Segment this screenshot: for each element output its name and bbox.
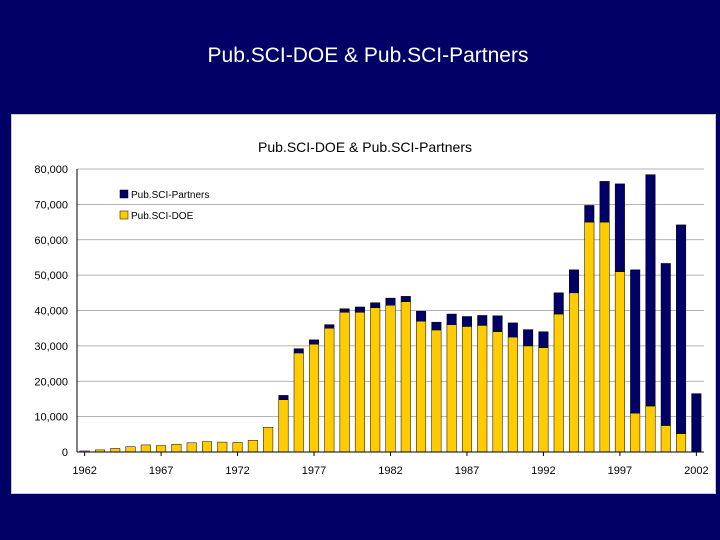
y-tick-label: 50,000 [34,270,68,282]
bar-pub-sci-partners-1984 [416,310,427,322]
bar-pub-sci-doe-1978 [324,327,335,453]
bar-pub-sci-doe-2000 [660,425,671,453]
y-tick-label: 70,000 [34,199,68,211]
x-tick-label: 1992 [531,465,555,477]
bar-pub-sci-partners-1987 [461,316,472,327]
y-tick-label: 20,000 [34,376,68,388]
slide-title: Pub.SCI-DOE & Pub.SCI-Partners [207,44,529,67]
bar-pub-sci-doe-1993 [553,313,564,453]
bar-pub-sci-partners-1996 [599,181,610,223]
bar-pub-sci-doe-1999 [645,405,656,453]
bar-pub-sci-partners-1993 [553,292,564,315]
bar-pub-sci-doe-1971 [217,441,228,453]
bar-pub-sci-doe-1967 [156,445,167,453]
bar-pub-sci-doe-1985 [431,329,442,453]
y-tick-label: 60,000 [34,235,68,247]
bar-pub-sci-doe-2001 [676,433,687,453]
chart-bars [79,174,702,453]
bar-pub-sci-doe-1973 [247,440,258,453]
bar-pub-sci-partners-1998 [630,269,641,414]
legend-swatch-pub-sci-partners [119,189,129,199]
bar-pub-sci-partners-2002 [691,393,702,453]
bar-pub-sci-doe-1989 [492,331,503,453]
chart-legend: Pub.SCI-Partners Pub.SCI-DOE [119,189,209,222]
legend-swatch-pub-sci-doe [119,210,129,220]
y-tick-label: 0 [62,447,68,459]
bar-pub-sci-doe-1979 [339,312,350,453]
stacked-bar-chart: Pub.SCI-DOE & Pub.SCI-Partners 0 10,000 20… [34,139,708,477]
bar-pub-sci-doe-1982 [385,304,396,453]
bar-pub-sci-doe-1996 [599,221,610,453]
bar-pub-sci-partners-1997 [614,183,625,272]
bar-pub-sci-partners-1982 [385,297,396,306]
bar-pub-sci-doe-1964 [110,448,121,453]
y-tick-label: 80,000 [34,164,68,176]
bar-pub-sci-doe-1975 [278,399,289,453]
y-tick-label: 10,000 [34,412,68,424]
legend-label-pub-sci-partners: Pub.SCI-Partners [131,190,209,201]
bar-pub-sci-doe-1972 [232,442,243,453]
bar-pub-sci-doe-1995 [584,221,595,453]
bar-pub-sci-doe-1986 [446,324,457,453]
bar-pub-sci-partners-1985 [431,321,442,331]
bar-pub-sci-doe-1994 [569,292,580,453]
bar-pub-sci-partners-1983 [400,296,411,302]
bar-pub-sci-partners-1976 [293,348,304,354]
x-tick-label: 1987 [455,465,479,477]
bar-pub-sci-doe-1974 [263,426,274,453]
bar-pub-sci-partners-1978 [324,324,335,329]
bar-pub-sci-partners-1975 [278,395,289,400]
bar-pub-sci-doe-1992 [538,347,549,453]
y-tick-label: 40,000 [34,306,68,318]
bar-pub-sci-partners-1977 [309,339,320,345]
bar-pub-sci-partners-1988 [477,315,488,326]
x-tick-label: 1982 [378,465,402,477]
bar-pub-sci-partners-1999 [645,174,656,407]
bar-pub-sci-partners-1989 [492,315,503,332]
bar-pub-sci-doe-1997 [614,271,625,453]
bar-pub-sci-doe-1977 [309,343,320,453]
bar-pub-sci-doe-1984 [416,320,427,453]
bar-pub-sci-partners-1981 [370,302,381,308]
y-tick-label: 30,000 [34,341,68,353]
x-tick-label: 1997 [608,465,632,477]
x-tick-label: 2002 [684,465,708,477]
bar-pub-sci-doe-1976 [293,352,304,453]
chart-frame: Pub.SCI-DOE & Pub.SCI-Partners 0 10,000 20… [11,114,716,494]
bar-pub-sci-doe-1969 [186,442,197,453]
bar-pub-sci-doe-1966 [140,444,151,453]
bar-pub-sci-doe-1991 [523,345,534,453]
chart-title: Pub.SCI-DOE & Pub.SCI-Partners [258,139,472,155]
legend-label-pub-sci-doe: Pub.SCI-DOE [131,211,194,222]
bar-pub-sci-doe-1983 [400,301,411,453]
bar-pub-sci-partners-2001 [676,224,687,434]
bar-pub-sci-partners-2000 [660,263,671,426]
x-tick-label: 1977 [302,465,326,477]
bar-pub-sci-doe-1968 [171,443,182,453]
bar-pub-sci-partners-1995 [584,205,595,223]
x-tick-label: 1972 [225,465,249,477]
bar-pub-sci-doe-1980 [354,312,365,453]
bar-pub-sci-partners-1994 [569,269,580,294]
bar-pub-sci-doe-1970 [202,441,212,453]
bar-pub-sci-doe-1988 [477,325,488,453]
chart-axes: 0 10,000 20,000 30,000 40,000 50,000 60,000 70,… [34,164,708,477]
bar-pub-sci-doe-1990 [507,336,518,453]
bar-pub-sci-doe-1965 [125,446,136,453]
bar-pub-sci-partners-1986 [446,313,457,325]
bar-pub-sci-partners-1990 [507,322,518,338]
bar-pub-sci-doe-1981 [370,307,381,453]
bar-pub-sci-partners-1980 [354,306,365,313]
bar-pub-sci-partners-1992 [538,331,549,348]
x-tick-label: 1962 [72,465,96,477]
x-tick-label: 1967 [149,465,173,477]
bar-pub-sci-partners-1991 [523,329,534,347]
bar-pub-sci-doe-1998 [630,412,641,453]
bar-pub-sci-doe-1987 [461,326,472,453]
bar-pub-sci-partners-1979 [339,308,350,313]
